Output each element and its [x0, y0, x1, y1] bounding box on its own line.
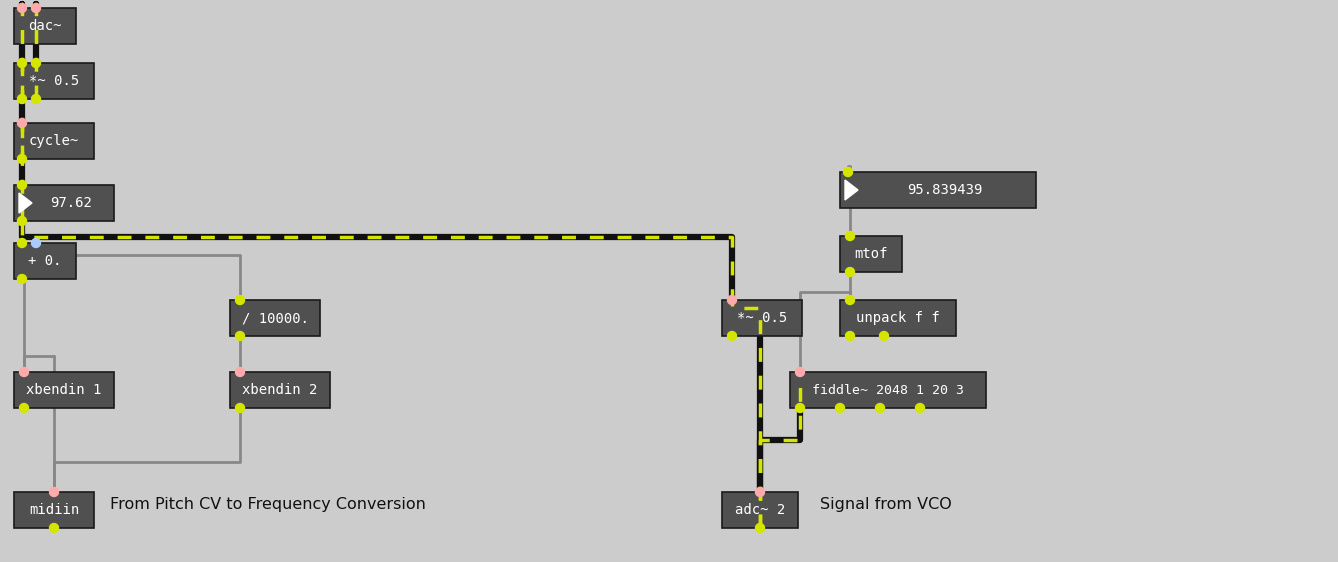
- Circle shape: [17, 58, 27, 67]
- Text: / 10000.: / 10000.: [241, 311, 309, 325]
- FancyBboxPatch shape: [230, 300, 320, 336]
- Text: 95.839439: 95.839439: [907, 183, 982, 197]
- FancyBboxPatch shape: [840, 300, 955, 336]
- Text: *~ 0.5: *~ 0.5: [737, 311, 787, 325]
- Circle shape: [846, 296, 855, 305]
- Text: Signal from VCO: Signal from VCO: [820, 497, 951, 513]
- Circle shape: [846, 232, 855, 241]
- Circle shape: [915, 404, 925, 413]
- FancyBboxPatch shape: [840, 236, 902, 272]
- Circle shape: [32, 238, 40, 247]
- Circle shape: [756, 487, 764, 496]
- Circle shape: [17, 238, 27, 247]
- Circle shape: [17, 180, 27, 189]
- Circle shape: [50, 523, 59, 533]
- Circle shape: [728, 332, 736, 341]
- Circle shape: [17, 94, 27, 103]
- FancyBboxPatch shape: [840, 172, 1036, 208]
- FancyBboxPatch shape: [13, 63, 94, 99]
- Text: *~ 0.5: *~ 0.5: [29, 74, 79, 88]
- FancyBboxPatch shape: [13, 243, 76, 279]
- Circle shape: [235, 368, 245, 377]
- FancyBboxPatch shape: [723, 492, 797, 528]
- Text: dac~: dac~: [28, 19, 62, 33]
- Circle shape: [32, 94, 40, 103]
- Polygon shape: [846, 180, 858, 200]
- Circle shape: [235, 296, 245, 305]
- FancyBboxPatch shape: [13, 372, 114, 408]
- Circle shape: [846, 332, 855, 341]
- FancyBboxPatch shape: [789, 372, 986, 408]
- FancyBboxPatch shape: [13, 8, 76, 44]
- Circle shape: [879, 332, 888, 341]
- Circle shape: [235, 332, 245, 341]
- Circle shape: [17, 155, 27, 164]
- Text: fiddle~ 2048 1 20 3: fiddle~ 2048 1 20 3: [812, 383, 963, 397]
- Circle shape: [17, 3, 27, 12]
- Circle shape: [843, 167, 852, 176]
- Circle shape: [756, 523, 764, 533]
- Text: cycle~: cycle~: [29, 134, 79, 148]
- Text: + 0.: + 0.: [28, 254, 62, 268]
- Circle shape: [50, 487, 59, 496]
- Circle shape: [728, 296, 736, 305]
- FancyBboxPatch shape: [13, 123, 94, 159]
- Circle shape: [835, 404, 844, 413]
- FancyBboxPatch shape: [13, 492, 94, 528]
- Circle shape: [17, 216, 27, 225]
- Circle shape: [20, 404, 28, 413]
- FancyBboxPatch shape: [230, 372, 330, 408]
- Polygon shape: [19, 193, 32, 213]
- Circle shape: [17, 119, 27, 128]
- Circle shape: [32, 58, 40, 67]
- Text: midiin: midiin: [29, 503, 79, 517]
- Circle shape: [796, 404, 804, 413]
- FancyBboxPatch shape: [13, 185, 114, 221]
- Circle shape: [846, 268, 855, 277]
- Text: unpack f f: unpack f f: [856, 311, 939, 325]
- Circle shape: [796, 368, 804, 377]
- Circle shape: [235, 404, 245, 413]
- Circle shape: [32, 3, 40, 12]
- Text: From Pitch CV to Frequency Conversion: From Pitch CV to Frequency Conversion: [110, 497, 425, 513]
- Text: xbendin 1: xbendin 1: [27, 383, 102, 397]
- Circle shape: [17, 274, 27, 283]
- Circle shape: [875, 404, 884, 413]
- Text: adc~ 2: adc~ 2: [735, 503, 785, 517]
- Text: mtof: mtof: [854, 247, 887, 261]
- FancyBboxPatch shape: [723, 300, 801, 336]
- Circle shape: [20, 368, 28, 377]
- Text: 97.62: 97.62: [50, 196, 92, 210]
- Text: xbendin 2: xbendin 2: [242, 383, 317, 397]
